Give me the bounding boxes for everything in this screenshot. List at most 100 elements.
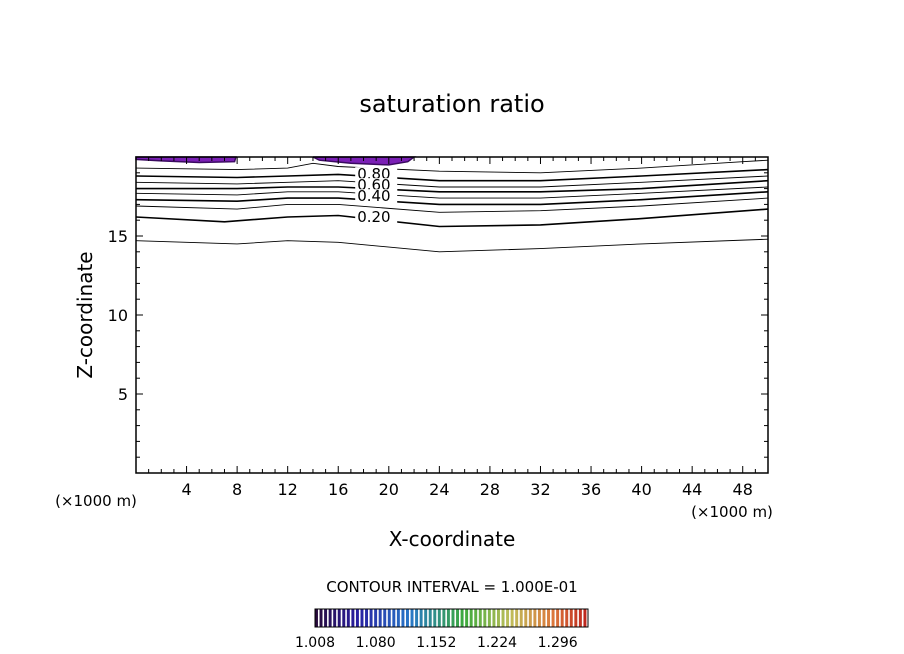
colorbar-stripe xyxy=(315,609,318,627)
colorbar-stripe xyxy=(374,609,378,627)
colorbar-stripe xyxy=(519,609,523,627)
contour-label: 0.40 xyxy=(357,187,390,205)
x-tick-label: 12 xyxy=(278,480,298,499)
colorbar-stripe xyxy=(337,609,341,627)
colorbar-stripe xyxy=(492,609,496,627)
colorbar-label: 1.224 xyxy=(477,635,517,651)
x-axis-label: X-coordinate xyxy=(389,527,516,551)
colorbar-stripes xyxy=(315,609,587,627)
colorbar-stripe xyxy=(460,609,464,627)
colorbar-stripe xyxy=(556,609,560,627)
colorbar-stripe xyxy=(346,609,350,627)
contour-line xyxy=(135,197,769,213)
contour-interval-text: CONTOUR INTERVAL = 1.000E-01 xyxy=(326,578,577,596)
colorbar-stripe xyxy=(406,609,409,627)
colorbar-frame xyxy=(314,608,589,628)
colorbar-stripe xyxy=(378,609,382,627)
colorbar-stripe xyxy=(392,609,396,627)
colorbar-stripe xyxy=(351,609,355,627)
chart-title: saturation ratio xyxy=(359,90,544,118)
colorbar-stripe xyxy=(328,609,332,627)
contour-label-mask xyxy=(355,209,398,224)
x-tick-label: 24 xyxy=(429,480,449,499)
colorbar-stripe xyxy=(583,609,587,627)
contour-label-mask xyxy=(355,178,398,193)
x-tick-label: 16 xyxy=(328,480,348,499)
colorbar-stripe xyxy=(501,609,505,627)
plot-background xyxy=(136,157,768,473)
colorbar-stripe xyxy=(324,609,328,627)
x-tick-label: 32 xyxy=(530,480,550,499)
colorbar-stripe xyxy=(542,609,546,627)
colorbar-stripe xyxy=(574,609,578,627)
colorbar-stripe xyxy=(342,609,346,627)
colorbar-stripe xyxy=(569,609,573,627)
colorbar-label: 1.008 xyxy=(295,635,335,651)
colorbar-stripe xyxy=(578,609,582,627)
x-tick-label: 28 xyxy=(480,480,500,499)
colorbar-stripe xyxy=(547,609,551,627)
colorbar-stripe xyxy=(515,609,519,627)
y-tick-label: 15 xyxy=(108,227,128,246)
colorbar-stripe xyxy=(333,609,337,627)
y-axis-label: Z-coordinate xyxy=(73,251,97,378)
contour-label-mask xyxy=(355,189,398,204)
colorbar-stripe xyxy=(483,609,487,627)
colorbar-labels: 1.008 1.080 1.152 1.224 1.296 xyxy=(295,635,578,651)
x-tick-label: 36 xyxy=(581,480,601,499)
colorbar-stripe xyxy=(319,609,323,627)
colorbar-stripe xyxy=(387,609,391,627)
contour-line xyxy=(135,238,769,253)
contour-label-mask xyxy=(355,167,398,182)
colorbar-stripe xyxy=(497,609,500,627)
colorbar-stripe xyxy=(365,609,369,627)
colorbar-stripe xyxy=(428,609,432,627)
x-tick-label: 20 xyxy=(379,480,399,499)
y-axis-ticks: 5 10 15 xyxy=(108,172,768,458)
colorbar-stripe xyxy=(560,609,564,627)
x-tick-label: 48 xyxy=(733,480,753,499)
colorbar-stripe xyxy=(487,609,491,627)
colorbar-stripe xyxy=(383,609,387,627)
x-unit-left: (×1000 m) xyxy=(55,492,137,510)
colorbar-stripe xyxy=(528,609,532,627)
colorbar-stripe xyxy=(510,609,514,627)
colorbar-stripe xyxy=(419,609,423,627)
x-tick-label: 40 xyxy=(631,480,651,499)
colorbar-stripe xyxy=(360,609,364,627)
x-axis-ticks: 4 8 12 16 20 24 28 32 36 40 44 48 xyxy=(148,157,756,499)
colorbar-stripe xyxy=(396,609,400,627)
x-tick-label: 44 xyxy=(682,480,702,499)
contour-label: 0.20 xyxy=(357,208,390,226)
colorbar-stripe xyxy=(469,609,473,627)
colorbar-label: 1.152 xyxy=(416,635,456,651)
y-tick-label: 5 xyxy=(118,385,128,404)
colorbar-stripe xyxy=(478,609,482,627)
colorbar: 1.008 1.080 1.152 1.224 1.296 xyxy=(295,608,589,651)
colorbar-stripe xyxy=(355,609,359,627)
colorbar-stripe xyxy=(533,609,537,627)
colorbar-stripe xyxy=(551,609,555,627)
colorbar-stripe xyxy=(565,609,569,627)
colorbar-stripe xyxy=(442,609,446,627)
x-tick-label: 8 xyxy=(232,480,242,499)
colorbar-stripe xyxy=(451,609,455,627)
colorbar-stripe xyxy=(456,609,460,627)
colorbar-stripe xyxy=(506,609,510,627)
colorbar-stripe xyxy=(424,609,428,627)
colorbar-stripe xyxy=(537,609,541,627)
x-tick-label: 4 xyxy=(181,480,191,499)
x-unit-right: (×1000 m) xyxy=(691,503,773,521)
colorbar-label: 1.296 xyxy=(538,635,578,651)
colorbar-stripe xyxy=(401,609,405,627)
colorbar-stripe xyxy=(369,609,373,627)
y-tick-label: 10 xyxy=(108,306,128,325)
colorbar-stripe xyxy=(437,609,441,627)
plot-area: 0.800.600.400.20 4 8 12 16 20 24 28 32 36 40 44 48 … xyxy=(108,156,769,499)
contour-labels: 0.800.600.400.20 xyxy=(355,165,398,226)
colorbar-stripe xyxy=(446,609,450,627)
colorbar-stripe xyxy=(474,609,478,627)
colorbar-stripe xyxy=(415,609,419,627)
colorbar-stripe xyxy=(410,609,414,627)
